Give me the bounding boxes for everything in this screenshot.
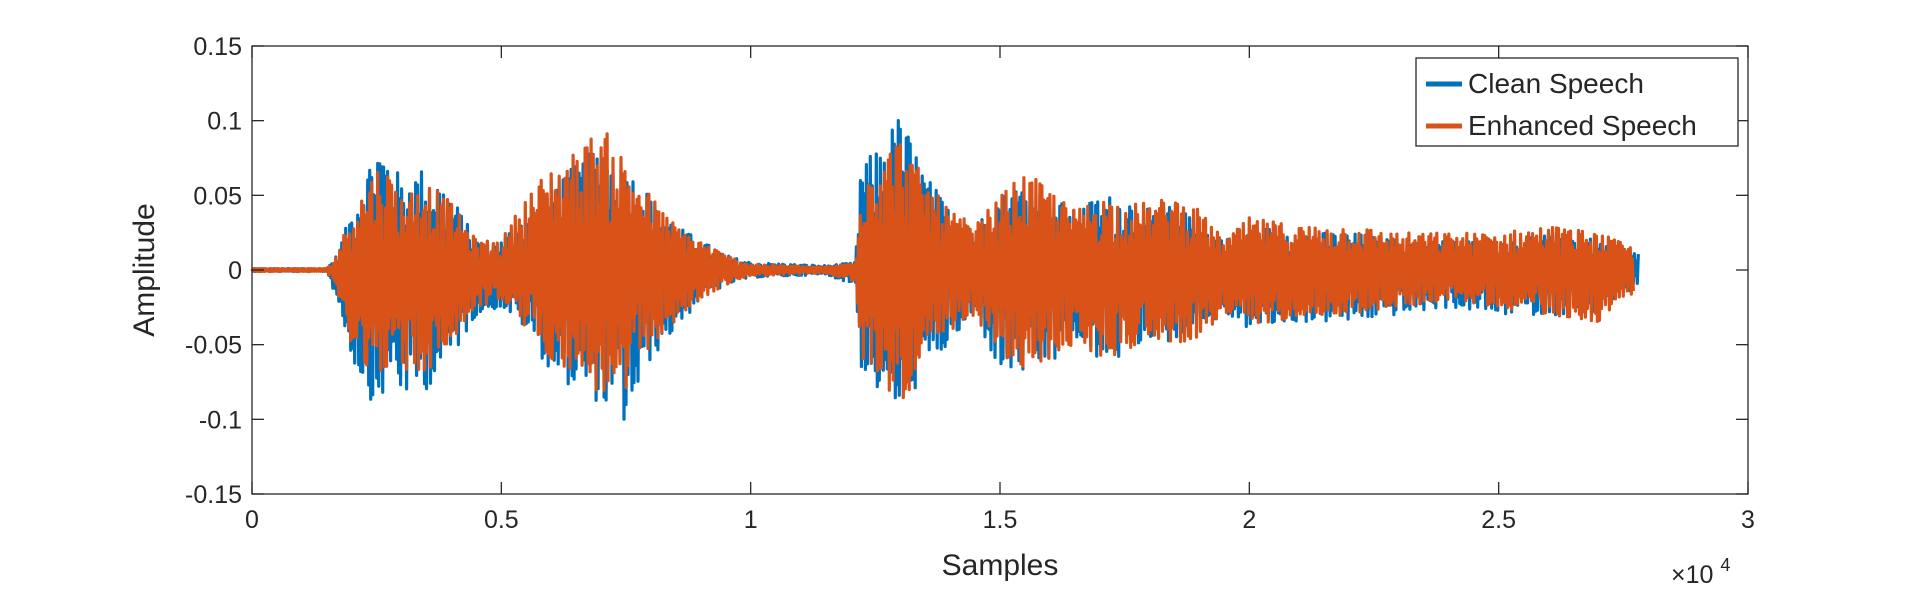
x-tick-label: 0.5: [484, 506, 519, 534]
x-tick-label: 2: [1242, 506, 1256, 534]
x-tick-label: 3: [1741, 506, 1755, 534]
x-axis-exponent-base: ×10: [1671, 561, 1713, 589]
legend-box: [1415, 57, 1739, 147]
legend: Clean Speech Enhanced Speech: [1415, 57, 1739, 147]
y-tick-label: -0.05: [185, 332, 242, 360]
y-axis-label: Amplitude: [128, 203, 161, 336]
y-tick-label: 0.15: [193, 33, 242, 61]
y-tick-label: 0: [228, 257, 242, 285]
series-line-enhanced-speech: [250, 132, 1635, 400]
legend-label-enhanced-speech: Enhanced Speech: [1468, 110, 1697, 141]
series-layer: [250, 119, 1640, 421]
x-tick-label: 0: [245, 506, 259, 534]
y-tick-label: -0.1: [199, 406, 242, 434]
x-tick-label: 1: [744, 506, 758, 534]
x-tick-label: 2.5: [1481, 506, 1516, 534]
y-tick-label: 0.1: [207, 108, 242, 136]
x-axis-label: Samples: [942, 549, 1059, 582]
x-axis-exponent-power: 4: [1720, 555, 1730, 575]
tick-layer: 0 0.5 1 1.5 2 2.5 3 -0.15 -0.1 -0.05 0 0.05 0.1 0.15: [185, 33, 1755, 534]
x-tick-label: 1.5: [983, 506, 1018, 534]
y-tick-label: -0.15: [185, 481, 242, 509]
x-axis-exponent: ×10 4: [1671, 555, 1730, 589]
legend-label-clean-speech: Clean Speech: [1468, 68, 1644, 99]
y-tick-label: 0.05: [193, 182, 242, 210]
